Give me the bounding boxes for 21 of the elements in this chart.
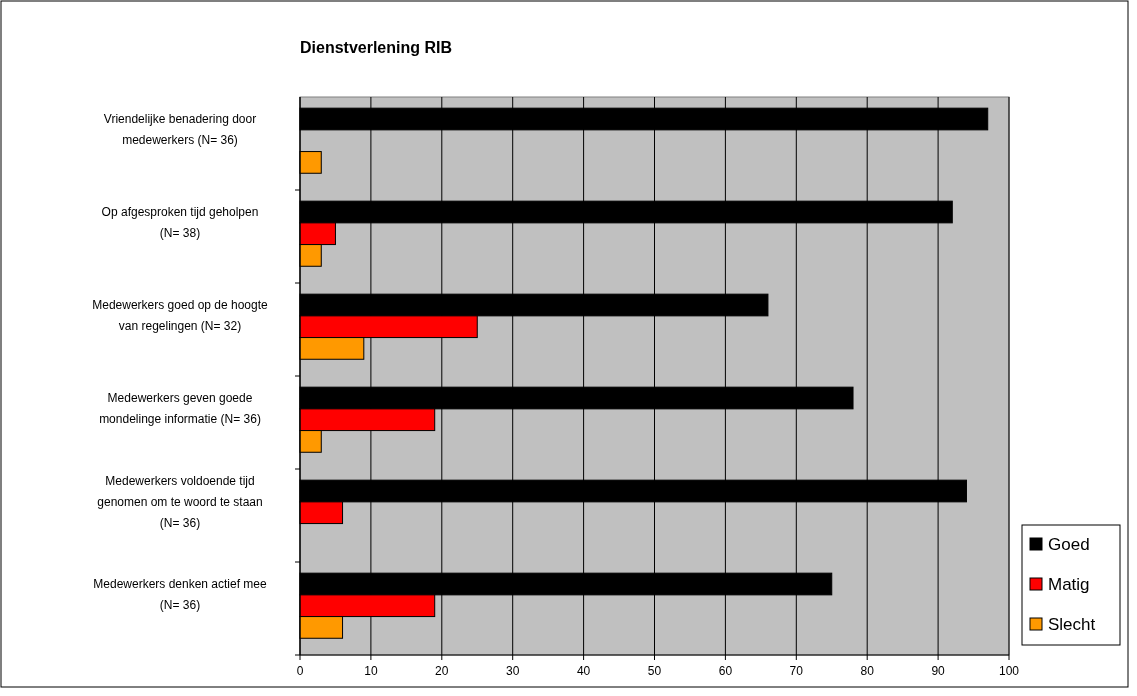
x-tick-label: 60 [718, 664, 733, 678]
x-tick-label: 30 [506, 664, 520, 678]
x-tick-label: 0 [296, 664, 304, 678]
legend-label: Goed [1048, 535, 1090, 554]
y-tick-label: Medewerkers geven goede mondelinge informatie (N= 36) [99, 391, 261, 427]
x-tick-label: 40 [576, 664, 591, 678]
y-tick-label: Vriendelijke benadering door medewerkers (N= 36) [103, 112, 257, 148]
legend-label: Matig [1048, 575, 1090, 594]
legend-label: Slecht [1048, 615, 1096, 634]
x-tick-label: 50 [647, 664, 662, 678]
x-tick-label: 80 [860, 664, 875, 678]
x-tick-label: 10 [364, 664, 378, 678]
x-tick-label: 20 [435, 664, 449, 678]
chart-title: Dienstverlening RIB [300, 39, 453, 56]
y-tick-label: Medewerkers goed op de hoogte van regelingen (N= 32) [92, 298, 269, 334]
y-tick-label: Medewerkers voldoende tijd genomen om te woord te staan (N= 36) [97, 473, 263, 530]
y-tick-label: Op afgesproken tijd geholpen (N= 38) [101, 205, 259, 241]
x-tick-label: 100 [998, 664, 1020, 678]
x-tick-label: 70 [789, 664, 804, 678]
x-tick-label: 90 [931, 664, 946, 678]
y-tick-label: Medewerkers denken actief mee (N= 36) [93, 577, 268, 613]
